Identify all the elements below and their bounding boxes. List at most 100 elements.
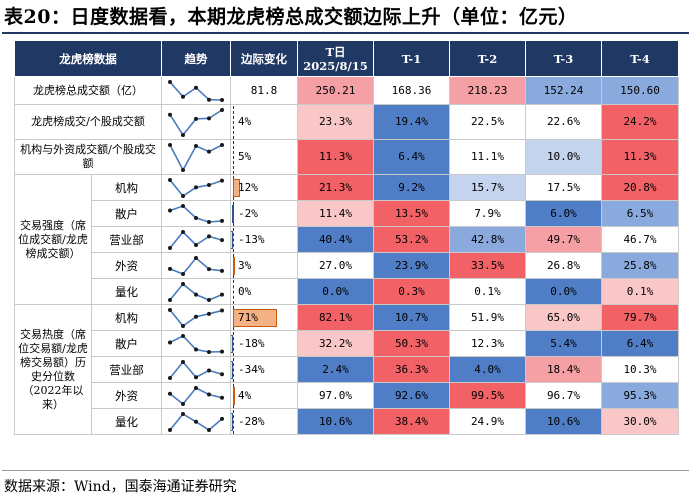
change-cell: 4%	[230, 104, 298, 140]
value-cell-t4: 46.7%	[601, 226, 679, 253]
change-value: 5%	[238, 150, 252, 163]
value-cell-t0: 11.4%	[297, 200, 374, 227]
trend-point	[181, 94, 185, 99]
trend-cell	[161, 76, 231, 105]
trend-cell	[161, 382, 231, 409]
table-row: 营业部 -34% 2.4% 36.3% 4.0% 18.4% 10.3%	[15, 356, 679, 383]
value-cell-t3: 152.24	[525, 76, 602, 105]
value-cell-t0: 2.4%	[297, 356, 374, 383]
header-data: 龙虎榜数据	[14, 40, 162, 77]
change-axis	[233, 105, 234, 139]
trend-sparkline	[168, 333, 224, 354]
table-row: 散户 -2% 11.4% 13.5% 7.9% 6.0% 6.5%	[15, 200, 679, 227]
trend-point	[168, 112, 172, 117]
change-bar	[231, 360, 233, 379]
table-row: 外资 4% 97.0% 92.6% 99.5% 96.7% 95.3%	[15, 382, 679, 409]
value-cell-t3: 6.0%	[525, 200, 602, 227]
header-trend: 趋势	[161, 40, 231, 77]
change-bar	[233, 308, 278, 327]
change-axis	[233, 279, 234, 304]
trend-point	[207, 297, 211, 302]
value-cell-t2: 15.7%	[449, 174, 526, 201]
value-cell-t2: 24.9%	[449, 408, 526, 435]
trend-point	[220, 178, 224, 183]
change-bar	[231, 334, 233, 353]
change-value: 12%	[238, 180, 258, 194]
value-cell-t1: 36.3%	[373, 356, 450, 383]
value-cell-t0: 27.0%	[297, 252, 374, 279]
value-cell-t0: 0.0%	[297, 278, 374, 305]
change-bar	[231, 204, 234, 223]
header-t4: T-4	[601, 40, 679, 77]
value-cell-t3: 10.6%	[525, 408, 602, 435]
row-sublabel: 量化	[91, 278, 162, 305]
change-value: 81.8	[250, 83, 278, 97]
trend-sparkline	[168, 177, 224, 198]
change-bar	[233, 256, 235, 275]
trend-point	[181, 411, 185, 416]
value-cell-t1: 168.36	[373, 76, 450, 105]
trend-point	[181, 359, 185, 364]
trend-point	[168, 375, 172, 380]
trend-sparkline	[168, 203, 224, 224]
trend-point	[207, 233, 211, 238]
row-label: 机构与外资成交额/个股成交额	[14, 139, 162, 175]
value-cell-t0: 40.4%	[297, 226, 374, 253]
trend-sparkline	[168, 142, 224, 172]
trend-point	[181, 167, 185, 172]
trend-cell	[161, 304, 231, 331]
value-cell-t0: 11.3%	[297, 139, 374, 175]
value-cell-t1: 38.4%	[373, 408, 450, 435]
change-value: -13%	[238, 232, 265, 246]
trend-point	[168, 339, 172, 344]
trend-point	[220, 416, 224, 421]
trend-cell	[161, 139, 231, 175]
trend-sparkline	[168, 107, 224, 137]
trend-cell	[161, 174, 231, 201]
row-sublabel: 营业部	[91, 226, 162, 253]
trend-point	[207, 182, 211, 187]
trend-point	[168, 266, 172, 271]
value-cell-t3: 22.6%	[525, 104, 602, 140]
trend-line	[169, 143, 223, 172]
trend-point	[220, 308, 224, 313]
value-cell-t1: 10.7%	[373, 304, 450, 331]
value-cell-t4: 10.3%	[601, 356, 679, 383]
change-value: 4%	[238, 115, 252, 128]
table-row: 龙虎榜成交/个股成交额 4% 23.3% 19.4% 22.5% 22.6% 24.2%	[14, 104, 679, 140]
trend-point	[207, 367, 211, 372]
value-cell-t0: 250.21	[297, 76, 374, 105]
change-cell: -18%	[230, 330, 298, 357]
trend-cell	[161, 408, 231, 435]
trend-sparkline	[168, 411, 224, 432]
trend-point	[194, 85, 198, 90]
value-cell-t3: 17.5%	[525, 174, 602, 201]
trend-point	[168, 207, 172, 212]
value-cell-t2: 33.5%	[449, 252, 526, 279]
trend-cell	[161, 356, 231, 383]
change-value: 71%	[238, 310, 258, 324]
trend-point	[207, 219, 211, 224]
table-row: 营业部 -13% 40.4% 53.2% 42.8% 49.7% 46.7%	[15, 226, 679, 253]
row-sublabel: 散户	[91, 200, 162, 227]
trend-point	[168, 79, 172, 84]
row-sublabel: 散户	[91, 330, 162, 357]
value-cell-t2: 42.8%	[449, 226, 526, 253]
table-row: 机构与外资成交额/个股成交额 5% 11.3% 6.4% 11.1% 10.0% 11.3%	[14, 139, 679, 175]
change-cell: 0%	[230, 278, 298, 305]
trend-point	[207, 311, 211, 316]
group-strength: 交易强度（席位成交额/龙虎榜成交额）	[14, 174, 92, 305]
change-bar	[233, 178, 241, 197]
value-cell-t3: 10.0%	[525, 139, 602, 175]
change-axis	[233, 227, 234, 252]
trend-point	[181, 323, 185, 328]
trend-point	[181, 281, 185, 286]
change-cell: -28%	[230, 408, 298, 435]
change-cell: -2%	[230, 200, 298, 227]
trend-point	[207, 427, 211, 432]
trend-point	[194, 292, 198, 297]
value-cell-t0: 97.0%	[297, 382, 374, 409]
trend-cell	[161, 104, 231, 140]
row-label: 龙虎榜成交/个股成交额	[14, 104, 162, 140]
change-axis	[233, 409, 234, 434]
